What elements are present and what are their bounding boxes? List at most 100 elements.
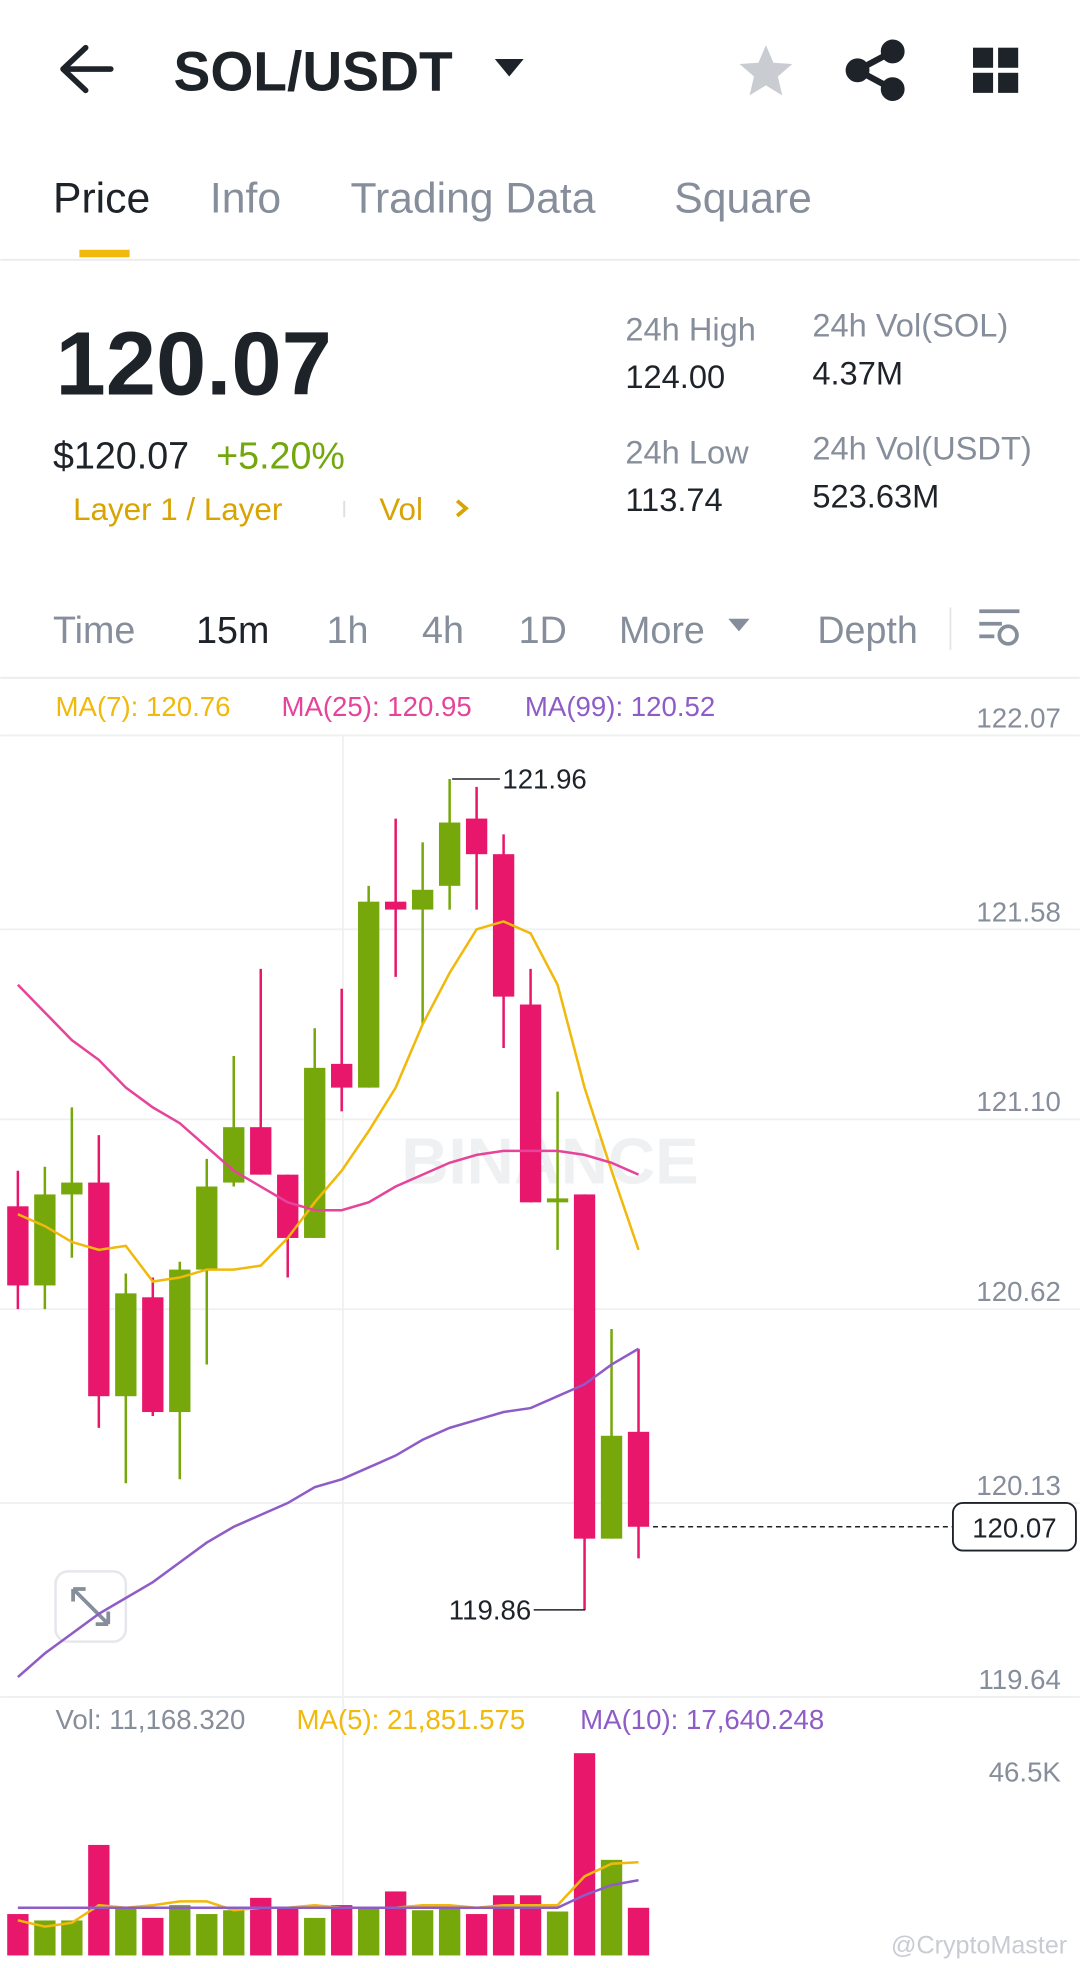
legend-entry: MA(5): 21,851.575 [297, 1704, 526, 1735]
usd-price: $120.07 [53, 435, 189, 477]
candle-body [546, 1198, 569, 1203]
legend-entry: MA(99): 120.52 [525, 691, 715, 722]
tag[interactable]: Vol [379, 492, 423, 527]
y-tick-label: 121.10 [976, 1086, 1060, 1117]
y-tick-label: 121.58 [976, 896, 1060, 927]
legend-entry: MA(25): 120.95 [281, 691, 471, 722]
interval[interactable]: 1D [519, 609, 567, 651]
volume-bar [627, 1907, 650, 1956]
tab[interactable]: Trading Data [350, 174, 595, 222]
high-label: 121.96 [502, 764, 586, 795]
volume-bar [358, 1907, 380, 1956]
watermark: @CryptoMaster [891, 1931, 1067, 1959]
legend-entry: MA(10): 17,640.248 [580, 1704, 824, 1735]
back-button[interactable] [60, 44, 114, 94]
volume-bar [61, 1920, 83, 1956]
watermark: BINANCE [401, 1124, 698, 1197]
volume-ma-line [17, 1878, 639, 1909]
expand-button[interactable] [54, 1570, 128, 1643]
more-dropdown[interactable] [728, 618, 750, 632]
candle-body [34, 1194, 56, 1286]
candle-body [142, 1297, 164, 1413]
tag[interactable]: Layer 1 / Layer [73, 492, 282, 527]
y-tick-label: 122.07 [976, 702, 1060, 733]
stat-value: 4.37M [812, 354, 903, 391]
volume-bar [223, 1910, 245, 1956]
volume-label: Vol: 11,168.320 [56, 1704, 246, 1735]
volume-bar [465, 1914, 488, 1956]
candle-body [627, 1431, 650, 1527]
volume-bar [546, 1911, 569, 1956]
stat-label: 24h Vol(USDT) [812, 430, 1031, 467]
volume-bar [169, 1905, 191, 1956]
candle-body [358, 901, 380, 1088]
interval[interactable]: 4h [422, 609, 464, 651]
candle-body [61, 1182, 83, 1195]
share-button[interactable] [845, 39, 905, 102]
volume-bar [7, 1914, 29, 1956]
chevron [455, 499, 469, 518]
candle-body [250, 1127, 272, 1175]
candle-body [115, 1293, 137, 1397]
volume-bar [277, 1907, 299, 1956]
interval[interactable]: 15m [196, 609, 269, 651]
interval[interactable]: Time [53, 609, 135, 651]
volume-bar [492, 1895, 515, 1956]
chart-settings[interactable] [979, 609, 1020, 646]
candle-body [465, 818, 488, 855]
pair-title[interactable]: SOL/USDT [174, 41, 453, 103]
pair-dropdown[interactable] [494, 58, 524, 77]
volume-bar [250, 1897, 272, 1956]
stat-value: 124.00 [625, 358, 725, 395]
stat-label: 24h Low [625, 433, 749, 470]
menu-grid[interactable] [973, 47, 1019, 93]
volume-bar [142, 1917, 164, 1956]
volume-bar [34, 1920, 56, 1956]
interval[interactable]: Depth [817, 609, 917, 651]
candle-body [519, 1004, 542, 1203]
volume-bar [304, 1917, 326, 1956]
candle-body [169, 1269, 191, 1413]
tab[interactable]: Square [674, 174, 812, 222]
candle-body [492, 854, 515, 997]
volume-bar [196, 1914, 218, 1956]
candle-body [7, 1206, 29, 1286]
stat-value: 523.63M [812, 477, 939, 514]
candle-body [573, 1194, 596, 1539]
tab[interactable]: Info [210, 174, 281, 222]
last-price-box [951, 1501, 1077, 1552]
candle-body [600, 1435, 623, 1539]
candle-body [331, 1063, 353, 1088]
volume-bar [411, 1910, 434, 1956]
volume-bar [88, 1844, 110, 1956]
price-change: +5.20% [216, 435, 345, 477]
ma-line [16, 983, 640, 1212]
candle-body [411, 889, 434, 910]
y-tick-label: 46.5K [989, 1757, 1062, 1788]
candle-body [196, 1186, 218, 1270]
interval[interactable]: 1h [327, 609, 369, 651]
candle-body [384, 901, 407, 910]
volume-bar [331, 1905, 353, 1956]
interval[interactable]: More [619, 609, 705, 651]
ma-line [17, 920, 640, 1283]
last-price: 120.07 [56, 313, 332, 414]
ma-line [17, 1347, 640, 1679]
volume-bar [573, 1753, 596, 1956]
tab-indicator [79, 249, 130, 258]
y-tick-label: 120.13 [976, 1470, 1060, 1501]
stat-value: 113.74 [625, 481, 722, 518]
volume-bar [438, 1905, 461, 1956]
candle-body [88, 1182, 110, 1397]
volume-bar [115, 1907, 137, 1956]
candle-body [223, 1127, 245, 1183]
candle-body [277, 1174, 299, 1238]
tab[interactable]: Price [53, 174, 150, 222]
favorite-star[interactable] [739, 45, 793, 96]
stat-label: 24h Vol(SOL) [812, 307, 1008, 344]
y-tick-label: 120.62 [976, 1276, 1060, 1307]
legend-entry: MA(7): 120.76 [56, 691, 231, 722]
candle-body [438, 822, 461, 886]
